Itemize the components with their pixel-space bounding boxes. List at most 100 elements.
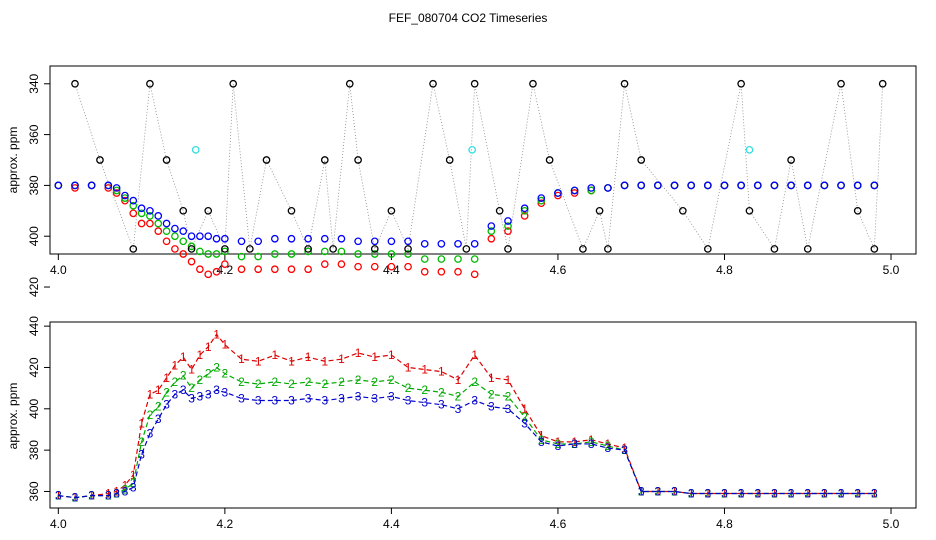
series-marker-1: 1 — [355, 346, 362, 360]
point-blue — [354, 237, 362, 246]
point-blue — [112, 184, 121, 192]
point-black — [354, 156, 362, 164]
series-marker-1: 1 — [321, 354, 328, 368]
point-black — [678, 206, 687, 215]
point-blue — [487, 222, 496, 230]
series-marker-1: 1 — [405, 360, 412, 374]
bottom-chart: approx. ppm 4.0 4.2 4.4 4.6 4.8 5.03603804004… — [6, 316, 917, 531]
series-marker-2: 2 — [163, 385, 170, 399]
bottom-ylabel: approx. ppm — [6, 383, 20, 450]
point-blue — [620, 181, 629, 190]
x-tick-label: 4.0 — [50, 263, 67, 277]
point-green — [121, 194, 129, 202]
point-black — [787, 156, 795, 164]
point-blue — [54, 181, 63, 190]
point-black — [878, 79, 887, 88]
x-tick-label: 4.0 — [50, 517, 67, 531]
series-marker-2: 2 — [688, 487, 695, 501]
y-tick-label: 360 — [27, 124, 41, 144]
point-red — [237, 265, 246, 274]
series-marker-3: 3 — [271, 394, 278, 408]
point-black — [504, 245, 512, 253]
point-black — [545, 156, 554, 164]
y-tick-label: 380 — [27, 175, 41, 195]
series-marker-1: 1 — [122, 478, 129, 492]
series-marker-1: 1 — [213, 327, 220, 341]
bottom-plot-frame — [49, 321, 917, 509]
point-blue — [554, 189, 562, 197]
x-tick-label: 4.2 — [217, 517, 234, 531]
point-green — [179, 237, 188, 246]
series-marker-3: 3 — [555, 439, 562, 453]
point-red — [146, 219, 154, 228]
series-marker-3: 3 — [321, 394, 328, 408]
point-blue — [204, 232, 213, 241]
point-black — [462, 245, 471, 253]
series-marker-3: 3 — [163, 398, 170, 412]
series-marker-1: 1 — [688, 487, 695, 501]
figure-title: FEF_080704 CO2 Timeseries — [389, 11, 548, 25]
series-marker-3: 3 — [655, 484, 662, 498]
series-marker-3: 3 — [854, 487, 861, 501]
point-black — [229, 79, 238, 88]
point-blue — [179, 227, 188, 235]
series-marker-3: 3 — [471, 394, 478, 408]
series-marker-2: 2 — [321, 377, 328, 391]
point-red — [204, 270, 213, 279]
point-green — [254, 252, 263, 261]
point-black — [387, 206, 396, 215]
point-green — [320, 247, 329, 256]
series-marker-2: 2 — [588, 435, 595, 449]
series-marker-1: 1 — [130, 468, 137, 482]
point-black — [579, 245, 587, 253]
series-marker-3: 3 — [538, 435, 545, 449]
point-black — [320, 156, 329, 164]
series-marker-1: 1 — [388, 348, 395, 362]
point-black — [345, 79, 354, 88]
point-black — [745, 206, 754, 215]
black-series-connector — [74, 83, 884, 251]
series-marker-2: 2 — [130, 476, 137, 490]
point-blue — [212, 234, 221, 243]
point-red — [254, 265, 263, 274]
point-green — [470, 255, 479, 263]
series-marker-1: 1 — [222, 338, 229, 352]
point-black — [737, 79, 745, 88]
series-marker-2: 2 — [405, 381, 412, 395]
series-marker-3: 3 — [172, 387, 179, 401]
point-black — [370, 245, 379, 253]
top-ylabel: approx. ppm — [6, 127, 20, 194]
point-red — [404, 262, 412, 271]
series-marker-1: 1 — [113, 484, 120, 498]
series-marker-2: 2 — [371, 375, 378, 389]
series-marker-3: 3 — [238, 391, 245, 405]
point-green — [171, 232, 179, 241]
series-marker-3: 3 — [155, 412, 162, 426]
series-marker-3: 3 — [55, 489, 62, 503]
series-marker-3: 3 — [838, 487, 845, 501]
top-points — [54, 79, 887, 279]
series-marker-2: 2 — [838, 487, 845, 501]
point-red — [387, 262, 396, 271]
series-marker-2: 2 — [455, 389, 462, 403]
point-green — [454, 255, 462, 263]
point-green — [146, 212, 154, 220]
point-blue — [504, 217, 512, 225]
x-tick-label: 4.6 — [550, 517, 567, 531]
series-marker-2: 2 — [180, 369, 187, 383]
point-red — [437, 267, 446, 276]
point-red — [504, 227, 512, 235]
point-blue — [71, 181, 79, 190]
y-tick-label: 440 — [27, 316, 41, 336]
point-green — [237, 252, 246, 261]
point-black — [770, 245, 779, 253]
point-green — [420, 255, 429, 263]
point-blue — [162, 219, 171, 228]
series-marker-1: 1 — [455, 373, 462, 387]
series-marker-3: 3 — [821, 487, 828, 501]
series-marker-3: 3 — [122, 484, 129, 498]
series-marker-3: 3 — [105, 489, 112, 503]
point-green — [196, 247, 204, 256]
